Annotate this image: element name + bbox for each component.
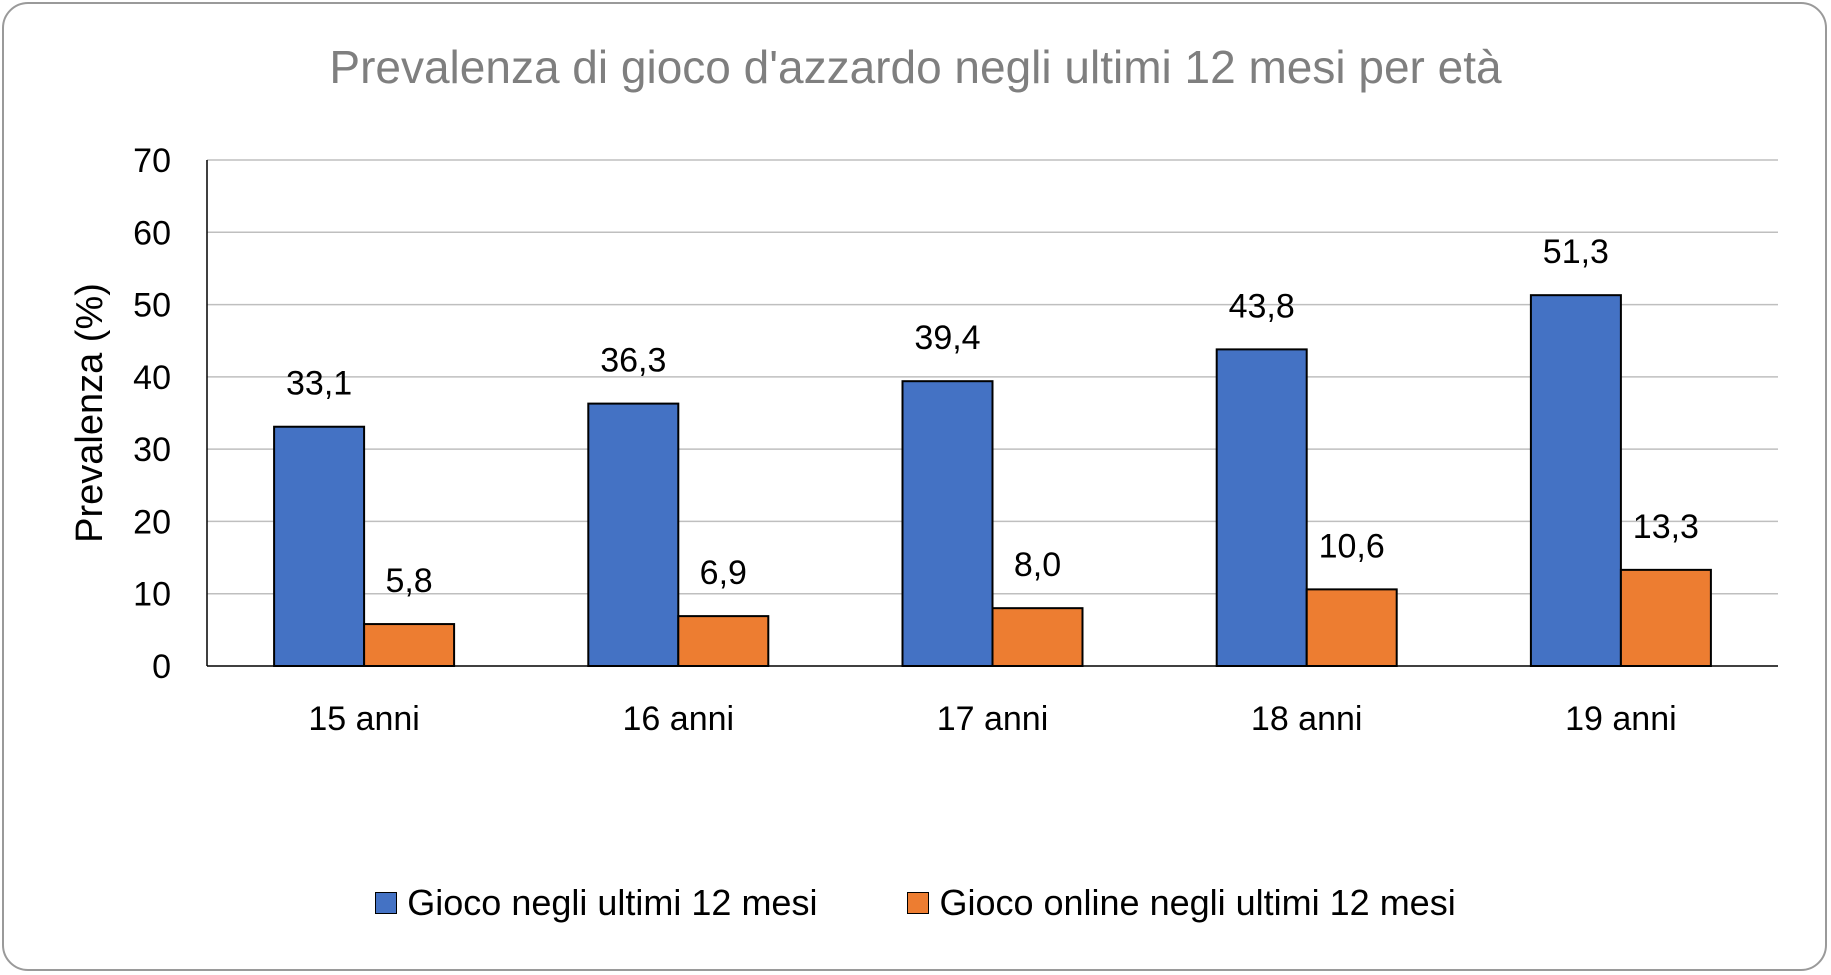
- data-label-1-1: 33,1: [286, 365, 352, 403]
- data-label-2-4: 10,6: [1319, 527, 1385, 565]
- bar-1-1: [273, 425, 366, 667]
- y-tick-label: 50: [133, 287, 171, 325]
- y-tick-label: 40: [133, 359, 171, 397]
- x-tick-label: 17 anni: [937, 700, 1049, 738]
- bar-2-4: [1305, 588, 1398, 667]
- y-tick-label: 70: [133, 142, 171, 180]
- bar-1-2: [587, 402, 680, 667]
- y-axis-title: Prevalenza (%): [69, 283, 111, 543]
- bar-1-3: [901, 380, 994, 667]
- data-label-1-5: 51,3: [1543, 233, 1609, 271]
- data-label-2-2: 6,9: [700, 554, 747, 592]
- legend: Gioco negli ultimi 12 mesi Gioco online …: [0, 882, 1831, 924]
- chart-title: Prevalenza di gioco d'azzardo negli ulti…: [329, 41, 1502, 93]
- x-tick-label: 15 anni: [308, 700, 420, 738]
- data-label-2-1: 5,8: [385, 562, 432, 600]
- bar-2-1: [363, 623, 456, 667]
- data-label-1-4: 43,8: [1229, 287, 1295, 325]
- bar-2-3: [991, 607, 1084, 668]
- x-tick-label: 16 anni: [623, 700, 735, 738]
- y-tick-label: 10: [133, 576, 171, 614]
- y-tick-label: 0: [152, 648, 171, 686]
- legend-label-series-2: Gioco online negli ultimi 12 mesi: [939, 882, 1456, 923]
- legend-swatch-series-1: [375, 892, 398, 914]
- bar-2-5: [1619, 568, 1712, 667]
- legend-item-series-2: Gioco online negli ultimi 12 mesi: [907, 882, 1456, 924]
- data-label-1-3: 39,4: [914, 319, 980, 357]
- bar-2-2: [677, 615, 770, 668]
- y-tick-label: 30: [133, 431, 171, 469]
- x-tick-label: 19 anni: [1565, 700, 1677, 738]
- bar-1-5: [1529, 294, 1622, 667]
- bar-1-4: [1215, 348, 1308, 667]
- x-tick-label: 18 anni: [1251, 700, 1363, 738]
- legend-swatch-series-2: [907, 892, 930, 914]
- y-tick-label: 20: [133, 503, 171, 541]
- legend-item-series-1: Gioco negli ultimi 12 mesi: [375, 882, 817, 924]
- data-label-2-5: 13,3: [1633, 508, 1699, 546]
- data-label-2-3: 8,0: [1014, 546, 1061, 584]
- data-label-1-2: 36,3: [600, 342, 666, 380]
- y-tick-label: 60: [133, 214, 171, 252]
- legend-label-series-1: Gioco negli ultimi 12 mesi: [407, 882, 818, 923]
